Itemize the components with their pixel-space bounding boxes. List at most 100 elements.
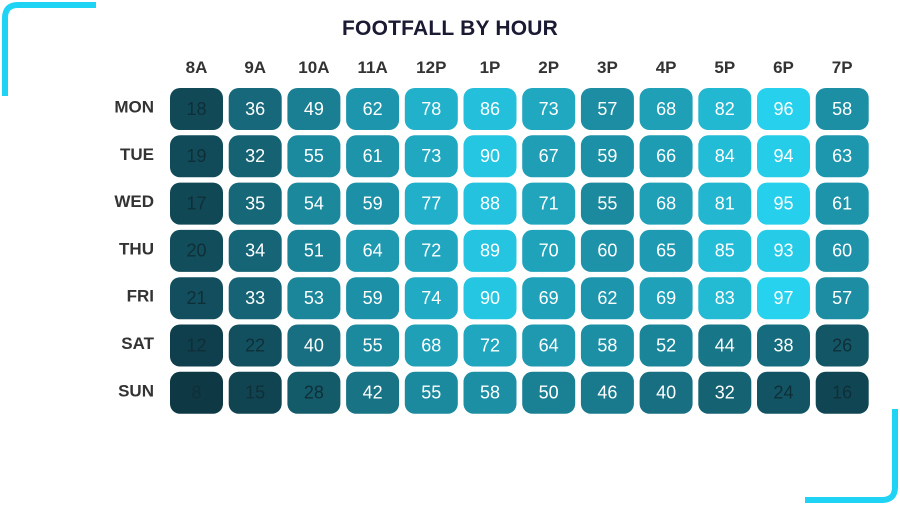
heatmap-cell [639, 182, 693, 225]
cell-value-label: 65 [656, 241, 676, 261]
heatmap-cell [815, 371, 869, 414]
cell-value-label: 73 [421, 146, 441, 166]
heatmap-cell [698, 135, 752, 178]
heatmap-cell [815, 229, 869, 272]
heatmap-cell [580, 229, 634, 272]
cell-value-label: 66 [656, 146, 676, 166]
column-label-11a: 11A [357, 58, 387, 77]
cell-value-label: 32 [715, 383, 735, 403]
heatmap-cell [228, 324, 282, 367]
cell-value-label: 34 [245, 241, 265, 261]
heatmap-cell [698, 324, 752, 367]
heatmap-cell [580, 135, 634, 178]
heatmap-cell [757, 371, 810, 414]
cell-value-label: 60 [597, 241, 617, 261]
heatmap-cell [757, 88, 810, 130]
heatmap-cell [170, 371, 223, 414]
heatmap-cell [815, 182, 869, 225]
heatmap-cell [404, 182, 458, 225]
heatmap-cell [522, 371, 576, 414]
heatmap-cell [404, 229, 458, 272]
heatmap-cell [580, 182, 634, 225]
heatmap-cell [463, 371, 517, 414]
cell-value-label: 54 [304, 193, 324, 213]
heatmap-cell [170, 324, 223, 367]
heatmap-cell [522, 324, 576, 367]
heatmap-cell [170, 182, 223, 225]
cell-value-label: 84 [715, 146, 735, 166]
heatmap-cell [815, 324, 869, 367]
cell-value-label: 52 [656, 335, 676, 355]
heatmap-cell [346, 324, 400, 367]
bottom-right-corner-accent [805, 409, 898, 503]
cell-value-label: 89 [480, 241, 500, 261]
heatmap-cell [463, 277, 517, 320]
heatmap-cell [346, 229, 400, 272]
cell-value-label: 28 [304, 383, 324, 403]
cell-value-label: 73 [539, 99, 559, 119]
heatmap-cell [757, 182, 810, 225]
heatmap-cell [287, 371, 341, 414]
heatmap-cell [287, 229, 341, 272]
column-label-2p: 2P [538, 58, 559, 77]
heatmap-cell [757, 324, 810, 367]
cell-value-label: 12 [186, 335, 206, 355]
column-label-7p: 7P [832, 58, 853, 77]
cell-value-label: 42 [363, 383, 383, 403]
heatmap-cell [287, 88, 341, 130]
cell-value-label: 69 [656, 288, 676, 308]
heatmap-cell [580, 277, 634, 320]
cell-value-label: 61 [363, 146, 383, 166]
cell-value-label: 58 [597, 335, 617, 355]
row-label-thu: THU [119, 239, 154, 258]
cell-value-label: 62 [363, 99, 383, 119]
cell-value-label: 53 [304, 288, 324, 308]
cell-value-label: 71 [539, 193, 559, 213]
cell-value-label: 68 [656, 99, 676, 119]
heatmap-cell [404, 324, 458, 367]
cell-value-label: 38 [773, 335, 793, 355]
cell-value-label: 59 [363, 193, 383, 213]
cell-value-label: 33 [245, 288, 265, 308]
column-label-8a: 8A [186, 58, 208, 77]
cell-value-label: 90 [480, 146, 500, 166]
heatmap-cell [228, 88, 282, 130]
heatmap-cell [287, 182, 341, 225]
column-label-4p: 4P [656, 58, 677, 77]
chart-title: FOOTFALL BY HOUR [342, 17, 558, 40]
cell-value-label: 55 [597, 193, 617, 213]
heatmap-cell [698, 229, 752, 272]
cell-value-label: 96 [773, 99, 793, 119]
column-label-12p: 12P [416, 58, 446, 77]
heatmap-cell [463, 324, 517, 367]
cell-value-label: 26 [832, 335, 852, 355]
heatmap-cell [757, 229, 810, 272]
heatmap-cell [639, 88, 693, 130]
cell-value-label: 59 [363, 288, 383, 308]
heatmap-cell [757, 277, 810, 320]
heatmap-cell [522, 88, 576, 130]
heatmap-cell [698, 88, 752, 130]
heatmap-cell [287, 135, 341, 178]
heatmap-cell [698, 277, 752, 320]
cell-value-label: 97 [773, 288, 793, 308]
cell-value-label: 70 [539, 241, 559, 261]
cell-value-label: 21 [186, 288, 206, 308]
cell-value-label: 68 [656, 193, 676, 213]
row-label-fri: FRI [127, 287, 154, 306]
cell-value-label: 22 [245, 335, 265, 355]
heatmap-cell [522, 135, 576, 178]
cell-value-label: 81 [715, 193, 735, 213]
heatmap-cell [228, 229, 282, 272]
cell-value-label: 17 [186, 193, 206, 213]
cell-value-label: 82 [715, 99, 735, 119]
cell-value-label: 36 [245, 99, 265, 119]
cell-value-label: 74 [421, 288, 441, 308]
cell-value-label: 69 [539, 288, 559, 308]
column-label-10a: 10A [298, 58, 329, 77]
cell-value-label: 59 [597, 146, 617, 166]
heatmap-cell [228, 277, 282, 320]
cell-value-label: 20 [186, 241, 206, 261]
cell-value-label: 51 [304, 241, 324, 261]
row-label-sun: SUN [118, 381, 154, 400]
